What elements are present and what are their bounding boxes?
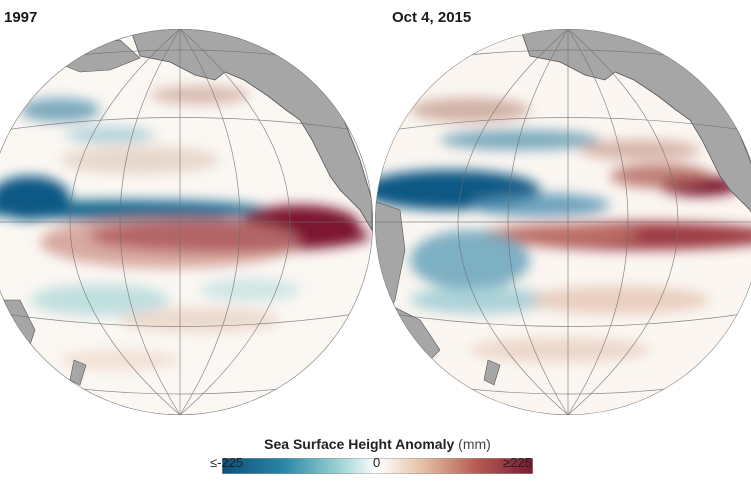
legend-min-label: ≤-225: [210, 455, 244, 470]
legend-colorbar: [222, 458, 533, 474]
legend-unit: (mm): [458, 436, 491, 452]
legend-title: Sea Surface Height Anomaly (mm): [222, 436, 533, 452]
legend-title-text: Sea Surface Height Anomaly: [264, 436, 455, 452]
globe-1997: [0, 29, 373, 415]
legend-max-label: ≥225: [503, 455, 532, 470]
legend-mid-label: 0: [373, 455, 381, 470]
panel-label-left: 1997: [4, 9, 38, 26]
panel-label-right: Oct 4, 2015: [392, 9, 472, 26]
globe-2015: [375, 29, 751, 415]
